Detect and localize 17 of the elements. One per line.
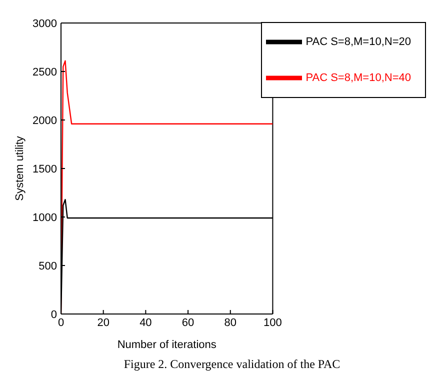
y-tick-label: 0: [50, 308, 57, 321]
y-tick-label: 3000: [32, 18, 57, 30]
x-tick-label: 80: [224, 316, 236, 329]
x-tick-label: 40: [140, 316, 152, 329]
y-tick-label: 2500: [32, 66, 57, 78]
x-tick-label: 20: [97, 316, 110, 329]
y-tick-label: 1000: [32, 212, 57, 224]
legend-label: PAC S=8,M=10,N=20: [306, 36, 411, 48]
y-tick-label: 1500: [32, 163, 57, 176]
caption: Figure 2. Convergence validation of the PAC: [122, 357, 342, 372]
y-axis-title: System utility: [14, 136, 26, 201]
legend-label: PAC S=8,M=10,N=40: [306, 72, 411, 84]
x-tick-label: 100: [264, 316, 282, 329]
y-tick-label: 2000: [32, 114, 57, 127]
y-tick-label: 500: [38, 260, 57, 272]
x-axis-title: Number of iterations: [117, 339, 217, 351]
x-tick-label: 60: [182, 316, 194, 329]
